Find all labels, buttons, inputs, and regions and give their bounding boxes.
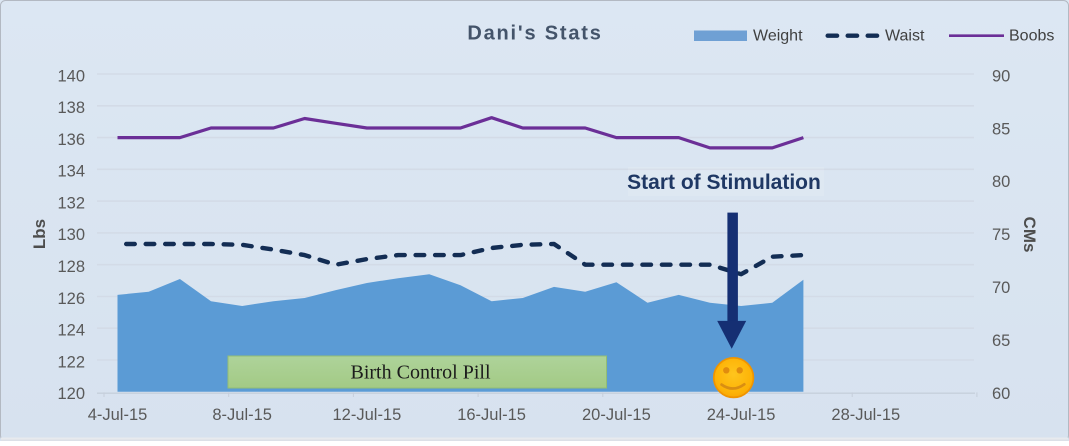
svg-text:24-Jul-15: 24-Jul-15 (707, 406, 776, 424)
svg-text:Lbs: Lbs (30, 219, 49, 249)
svg-text:90: 90 (992, 67, 1010, 85)
svg-text:Boobs: Boobs (1009, 28, 1054, 45)
svg-text:Birth Control Pill: Birth Control Pill (350, 362, 490, 384)
svg-text:Waist: Waist (885, 28, 925, 45)
svg-text:Dani's Stats: Dani's Stats (467, 23, 602, 45)
svg-text:124: 124 (57, 322, 85, 340)
svg-text:Start of Stimulation: Start of Stimulation (627, 171, 821, 194)
svg-text:85: 85 (992, 120, 1010, 138)
svg-text:12-Jul-15: 12-Jul-15 (333, 406, 402, 424)
svg-text:138: 138 (57, 99, 85, 117)
svg-text:16-Jul-15: 16-Jul-15 (457, 406, 526, 424)
svg-text:CMs: CMs (1020, 217, 1039, 253)
svg-text:126: 126 (57, 290, 85, 308)
svg-text:120: 120 (57, 385, 85, 403)
svg-text:65: 65 (992, 332, 1010, 350)
svg-text:60: 60 (992, 385, 1010, 403)
svg-text:136: 136 (57, 131, 85, 149)
svg-text:4-Jul-15: 4-Jul-15 (88, 406, 148, 424)
svg-text:130: 130 (57, 226, 85, 244)
svg-text:Weight: Weight (753, 28, 803, 45)
svg-text:80: 80 (992, 173, 1010, 191)
svg-text:132: 132 (57, 194, 85, 212)
svg-text:134: 134 (57, 163, 85, 181)
svg-text:140: 140 (57, 67, 85, 85)
svg-text:75: 75 (992, 226, 1010, 244)
svg-text:8-Jul-15: 8-Jul-15 (212, 406, 272, 424)
svg-text:20-Jul-15: 20-Jul-15 (582, 406, 651, 424)
svg-text:122: 122 (57, 353, 85, 371)
svg-text:28-Jul-15: 28-Jul-15 (831, 406, 900, 424)
svg-text:128: 128 (57, 258, 85, 276)
svg-text:70: 70 (992, 279, 1010, 297)
